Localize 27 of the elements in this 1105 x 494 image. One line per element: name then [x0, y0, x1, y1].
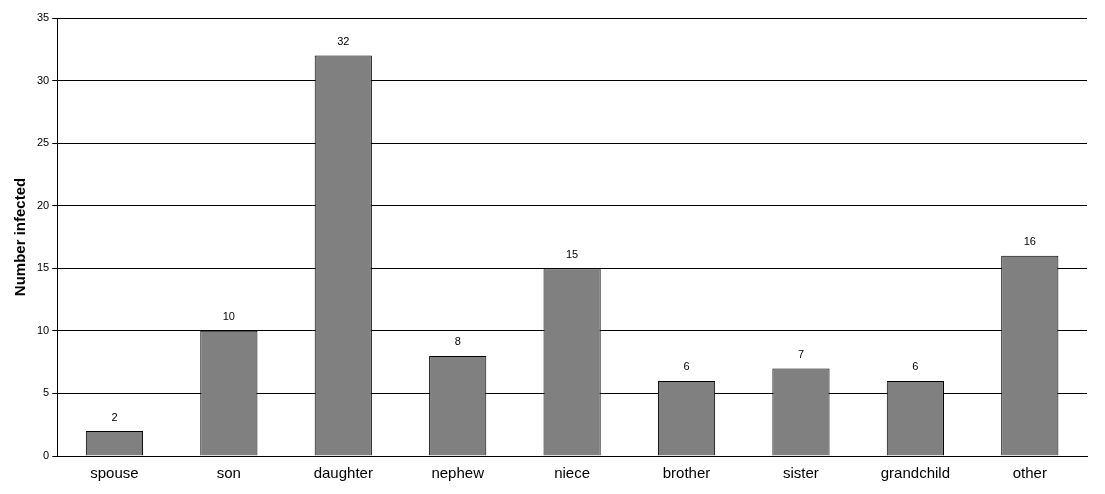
x-tick-label: other [1012, 464, 1047, 482]
y-tick-label: 0 [43, 449, 50, 462]
data-label: 6 [683, 360, 690, 373]
data-label: 2 [111, 410, 118, 423]
data-label: 7 [797, 347, 805, 360]
data-label: 8 [454, 335, 461, 348]
x-tick-label: spouse [90, 464, 139, 482]
y-tick-label: 10 [36, 323, 50, 336]
x-tick-label: nephew [431, 464, 485, 482]
data-label: 16 [1023, 235, 1036, 248]
data-label: 32 [337, 35, 350, 48]
y-axis-title: Number infected [11, 177, 29, 297]
x-tick-label: brother [662, 464, 711, 482]
y-tick-label: 25 [36, 136, 50, 149]
x-tick-label: sister [783, 464, 819, 482]
data-label: 15 [565, 247, 579, 260]
y-tick-label: 5 [43, 386, 50, 399]
y-tick-label: 30 [36, 73, 50, 86]
x-tick-label: niece [554, 464, 591, 482]
x-tick-label: daughter [313, 464, 373, 482]
y-tick-label: 20 [36, 198, 50, 211]
y-tick-label: 35 [36, 11, 50, 24]
data-label: 10 [222, 310, 235, 323]
x-tick-label: son [216, 464, 241, 482]
x-tick-label: grandchild [880, 464, 950, 482]
data-label: 6 [912, 360, 919, 373]
y-tick-label: 15 [36, 261, 50, 274]
